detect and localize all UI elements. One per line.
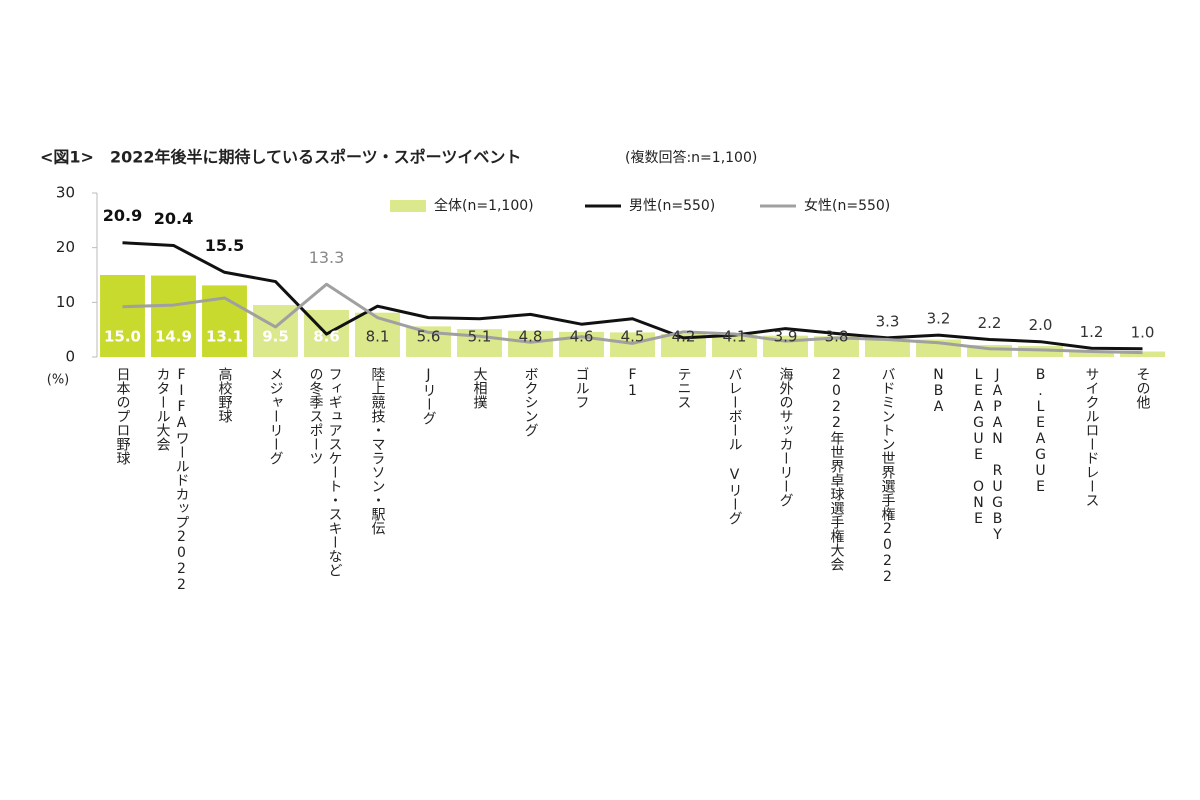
x-tick-label: JAPAN RUGBY	[990, 367, 1006, 543]
bar	[151, 275, 196, 357]
bar-value-label: 1.0	[1131, 323, 1155, 341]
y-tick-label: 20	[56, 238, 75, 256]
y-unit: (%)	[47, 373, 70, 388]
x-tick-label: テニス	[676, 367, 692, 409]
x-tick-label: 海外のサッカーリーグ	[778, 367, 794, 507]
line-value-label: 20.9	[103, 206, 142, 225]
bar-value-label: 4.1	[723, 328, 747, 346]
bar	[100, 275, 145, 357]
x-tick-label: 高校野球	[217, 366, 233, 423]
line-value-label: 20.4	[154, 209, 193, 228]
bar-value-label: 9.5	[262, 328, 289, 346]
x-tick-label: 日本のプロ野球	[115, 367, 131, 465]
x-tick-label: B.LEAGUE	[1033, 367, 1049, 495]
bar-value-label: 4.8	[519, 328, 543, 346]
bar-value-label: 3.9	[774, 328, 798, 346]
y-tick-label: 30	[56, 184, 75, 202]
x-tick-label: ゴルフ	[574, 367, 590, 409]
bar	[1120, 351, 1165, 357]
line-value-label: 15.5	[205, 236, 244, 255]
bar	[202, 285, 247, 357]
x-tick-label: 陸上競技・マラソン・駅伝	[370, 367, 386, 535]
bar	[1018, 346, 1063, 357]
y-tick-label: 0	[65, 348, 75, 366]
legend-label: 女性(n=550)	[804, 197, 890, 214]
bar	[661, 334, 706, 357]
bar-value-label: 3.8	[825, 328, 849, 346]
chart-title: <図1> 2022年後半に期待しているスポーツ・スポーツイベント	[40, 148, 521, 167]
x-tick-label: ボクシング	[523, 367, 539, 437]
bar-value-label: 2.0	[1029, 316, 1053, 334]
chart-subtitle: (複数回答:n=1,100)	[625, 149, 757, 166]
x-tick-label: F1	[625, 367, 641, 399]
legend-label: 全体(n=1,100)	[434, 197, 534, 214]
bar-value-label: 3.2	[927, 310, 951, 328]
bar-value-label: 15.0	[104, 328, 141, 346]
bar-value-label: 5.6	[417, 328, 441, 346]
line	[122, 241, 1143, 351]
x-tick-label: バドミントン世界選手権2022	[880, 367, 896, 585]
x-tick-label: フィギュアスケート・スキーなど	[327, 367, 343, 577]
x-tick-label: バレーボール Vリーグ	[727, 367, 743, 525]
x-tick-label: 大相撲	[472, 367, 488, 409]
y-tick-label: 10	[56, 293, 75, 311]
x-tick-label: カタール大会	[155, 367, 171, 451]
x-tick-label: メジャーリーグ	[268, 367, 284, 465]
line	[122, 282, 1143, 355]
bar-value-label: 2.2	[978, 314, 1002, 332]
bar-value-label: 8.6	[313, 328, 340, 346]
x-tick-label: Jリーグ	[421, 367, 437, 425]
bar-value-label: 4.6	[570, 328, 594, 346]
bar	[1069, 350, 1114, 357]
bar	[814, 336, 859, 357]
x-tick-label: FIFAワールドカップ2022	[174, 367, 190, 593]
bar-value-label: 14.9	[155, 328, 192, 346]
bar-value-label: 8.1	[366, 328, 390, 346]
bar-value-label: 4.5	[621, 328, 645, 346]
bar	[355, 312, 400, 357]
x-tick-label: その他	[1135, 367, 1151, 410]
x-tick-label: の冬季スポーツ	[308, 367, 324, 465]
line-value-label: 13.3	[309, 248, 345, 267]
bar-value-label: 1.2	[1080, 323, 1104, 341]
legend-label: 男性(n=550)	[629, 198, 715, 214]
legend-swatch	[390, 200, 426, 212]
x-tick-label: 2022年世界卓球選手権大会	[829, 367, 845, 571]
bar-value-label: 13.1	[206, 328, 243, 346]
x-tick-label: LEAGUE ONE	[971, 367, 987, 527]
bar	[865, 338, 910, 357]
x-tick-label: サイクルロードレース	[1084, 367, 1100, 507]
bar	[508, 330, 553, 357]
x-tick-label: NBA	[931, 367, 947, 415]
bar	[712, 334, 757, 357]
bar-value-label: 5.1	[468, 328, 492, 346]
bar-value-label: 3.3	[876, 312, 900, 330]
bar-value-label: 4.2	[672, 328, 696, 346]
